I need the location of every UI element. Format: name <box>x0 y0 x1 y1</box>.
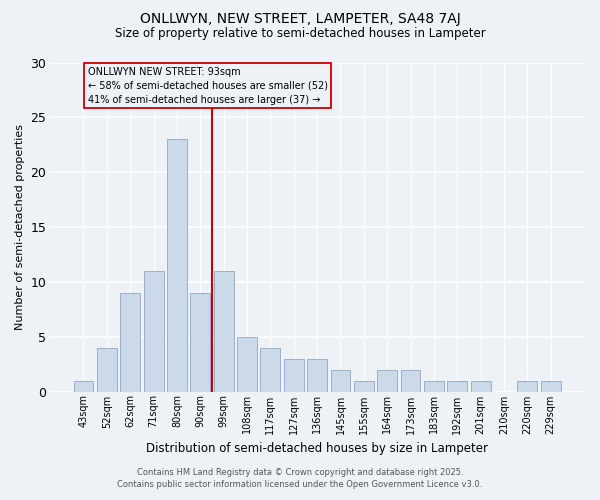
Bar <box>471 380 491 392</box>
Bar <box>541 380 560 392</box>
Text: Size of property relative to semi-detached houses in Lampeter: Size of property relative to semi-detach… <box>115 28 485 40</box>
Bar <box>377 370 397 392</box>
Bar <box>260 348 280 392</box>
Bar <box>424 380 444 392</box>
X-axis label: Distribution of semi-detached houses by size in Lampeter: Distribution of semi-detached houses by … <box>146 442 488 455</box>
Bar <box>74 380 94 392</box>
Bar <box>120 293 140 392</box>
Bar <box>307 358 327 392</box>
Bar <box>97 348 117 392</box>
Y-axis label: Number of semi-detached properties: Number of semi-detached properties <box>15 124 25 330</box>
Bar <box>190 293 210 392</box>
Bar <box>448 380 467 392</box>
Text: ONLLWYN, NEW STREET, LAMPETER, SA48 7AJ: ONLLWYN, NEW STREET, LAMPETER, SA48 7AJ <box>140 12 460 26</box>
Bar <box>401 370 421 392</box>
Bar <box>167 140 187 392</box>
Bar <box>354 380 374 392</box>
Text: Contains HM Land Registry data © Crown copyright and database right 2025.
Contai: Contains HM Land Registry data © Crown c… <box>118 468 482 489</box>
Bar <box>143 271 164 392</box>
Bar <box>214 271 233 392</box>
Bar <box>331 370 350 392</box>
Text: ONLLWYN NEW STREET: 93sqm
← 58% of semi-detached houses are smaller (52)
41% of : ONLLWYN NEW STREET: 93sqm ← 58% of semi-… <box>88 67 328 105</box>
Bar <box>284 358 304 392</box>
Bar <box>517 380 537 392</box>
Bar <box>237 336 257 392</box>
